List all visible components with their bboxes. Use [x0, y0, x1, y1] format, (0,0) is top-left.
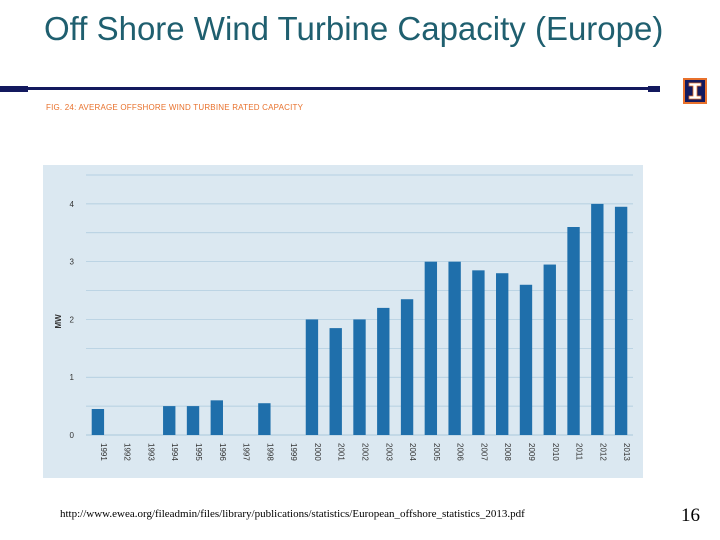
- slide-title: Off Shore Wind Turbine Capacity (Europe): [44, 10, 664, 47]
- title-rule-accent-left: [0, 86, 28, 92]
- bar-2006: [448, 261, 461, 435]
- bar-2008: [496, 273, 509, 435]
- bar-2005: [424, 261, 438, 435]
- x-tick-label: 2011: [575, 443, 584, 461]
- bar-1996: [210, 400, 223, 435]
- x-tick-label: 2008: [503, 443, 512, 461]
- y-axis-title: MW: [54, 314, 63, 329]
- bar-2012: [591, 203, 604, 435]
- bar-1998: [258, 403, 271, 435]
- x-tick-label: 2004: [408, 443, 417, 461]
- bar-2009: [519, 284, 533, 435]
- bar-2004: [400, 299, 414, 435]
- page-number: 16: [681, 505, 700, 526]
- source-url: http://www.ewea.org/fileadmin/files/libr…: [60, 508, 525, 520]
- bar-1994: [163, 406, 176, 435]
- y-tick-label: 1: [70, 373, 75, 382]
- bar-2007: [472, 270, 485, 435]
- y-tick-label: 4: [70, 200, 75, 209]
- bar-2013: [614, 206, 628, 435]
- bar-2003: [377, 307, 390, 435]
- x-tick-label: 2006: [456, 443, 465, 461]
- x-tick-label: 2000: [313, 443, 322, 461]
- bar-chart: 1991 1992 1993 1994 1995 1996 1997 1998 1999 2000…: [54, 174, 633, 461]
- y-tick-layer: 0 1 2 3 4: [70, 200, 75, 440]
- x-tick-label: 1995: [194, 443, 203, 461]
- y-tick-label: 2: [70, 315, 75, 324]
- block-i-glyph: [688, 82, 702, 100]
- x-tick-label: 2013: [622, 443, 631, 461]
- title-rule-accent-right: [648, 86, 660, 92]
- x-tick-label: 1992: [123, 443, 132, 461]
- title-rule: [0, 87, 660, 90]
- x-tick-label: 2001: [337, 443, 346, 461]
- x-tick-label: 1997: [242, 443, 251, 461]
- x-tick-label: 1998: [265, 443, 274, 461]
- x-tick-label: 2002: [361, 443, 370, 461]
- bar-2011: [567, 227, 580, 435]
- x-tick-label: 2010: [551, 443, 560, 461]
- x-tick-label: 1996: [218, 443, 227, 461]
- bar-2010: [543, 264, 556, 435]
- chart-panel: [43, 165, 643, 478]
- x-tick-label: 2012: [598, 443, 607, 461]
- x-tick-label: 2007: [479, 443, 488, 461]
- x-tick-label: 2009: [527, 443, 536, 461]
- x-tick-label: 1993: [146, 443, 155, 461]
- bar-2001: [329, 328, 342, 435]
- bar-1991: [91, 409, 105, 435]
- bar-2002: [353, 319, 366, 435]
- figure-caption: FIG. 24: AVERAGE OFFSHORE WIND TURBINE R…: [46, 103, 304, 112]
- x-tick-label: 2005: [432, 443, 441, 461]
- y-tick-label: 0: [70, 431, 75, 440]
- x-tick-label: 2003: [384, 443, 393, 461]
- x-tick-label: 1999: [289, 443, 298, 461]
- x-tick-label: 1991: [99, 443, 108, 461]
- bar-2000: [305, 319, 319, 435]
- bar-layer: [91, 203, 628, 435]
- bar-1995: [186, 406, 200, 435]
- x-tick-label: 1994: [170, 443, 179, 461]
- university-block-i-icon: [683, 78, 707, 104]
- y-tick-label: 3: [70, 258, 75, 267]
- x-tick-layer: 1991 1992 1993 1994 1995 1996 1997 1998 1999 2000…: [99, 443, 631, 461]
